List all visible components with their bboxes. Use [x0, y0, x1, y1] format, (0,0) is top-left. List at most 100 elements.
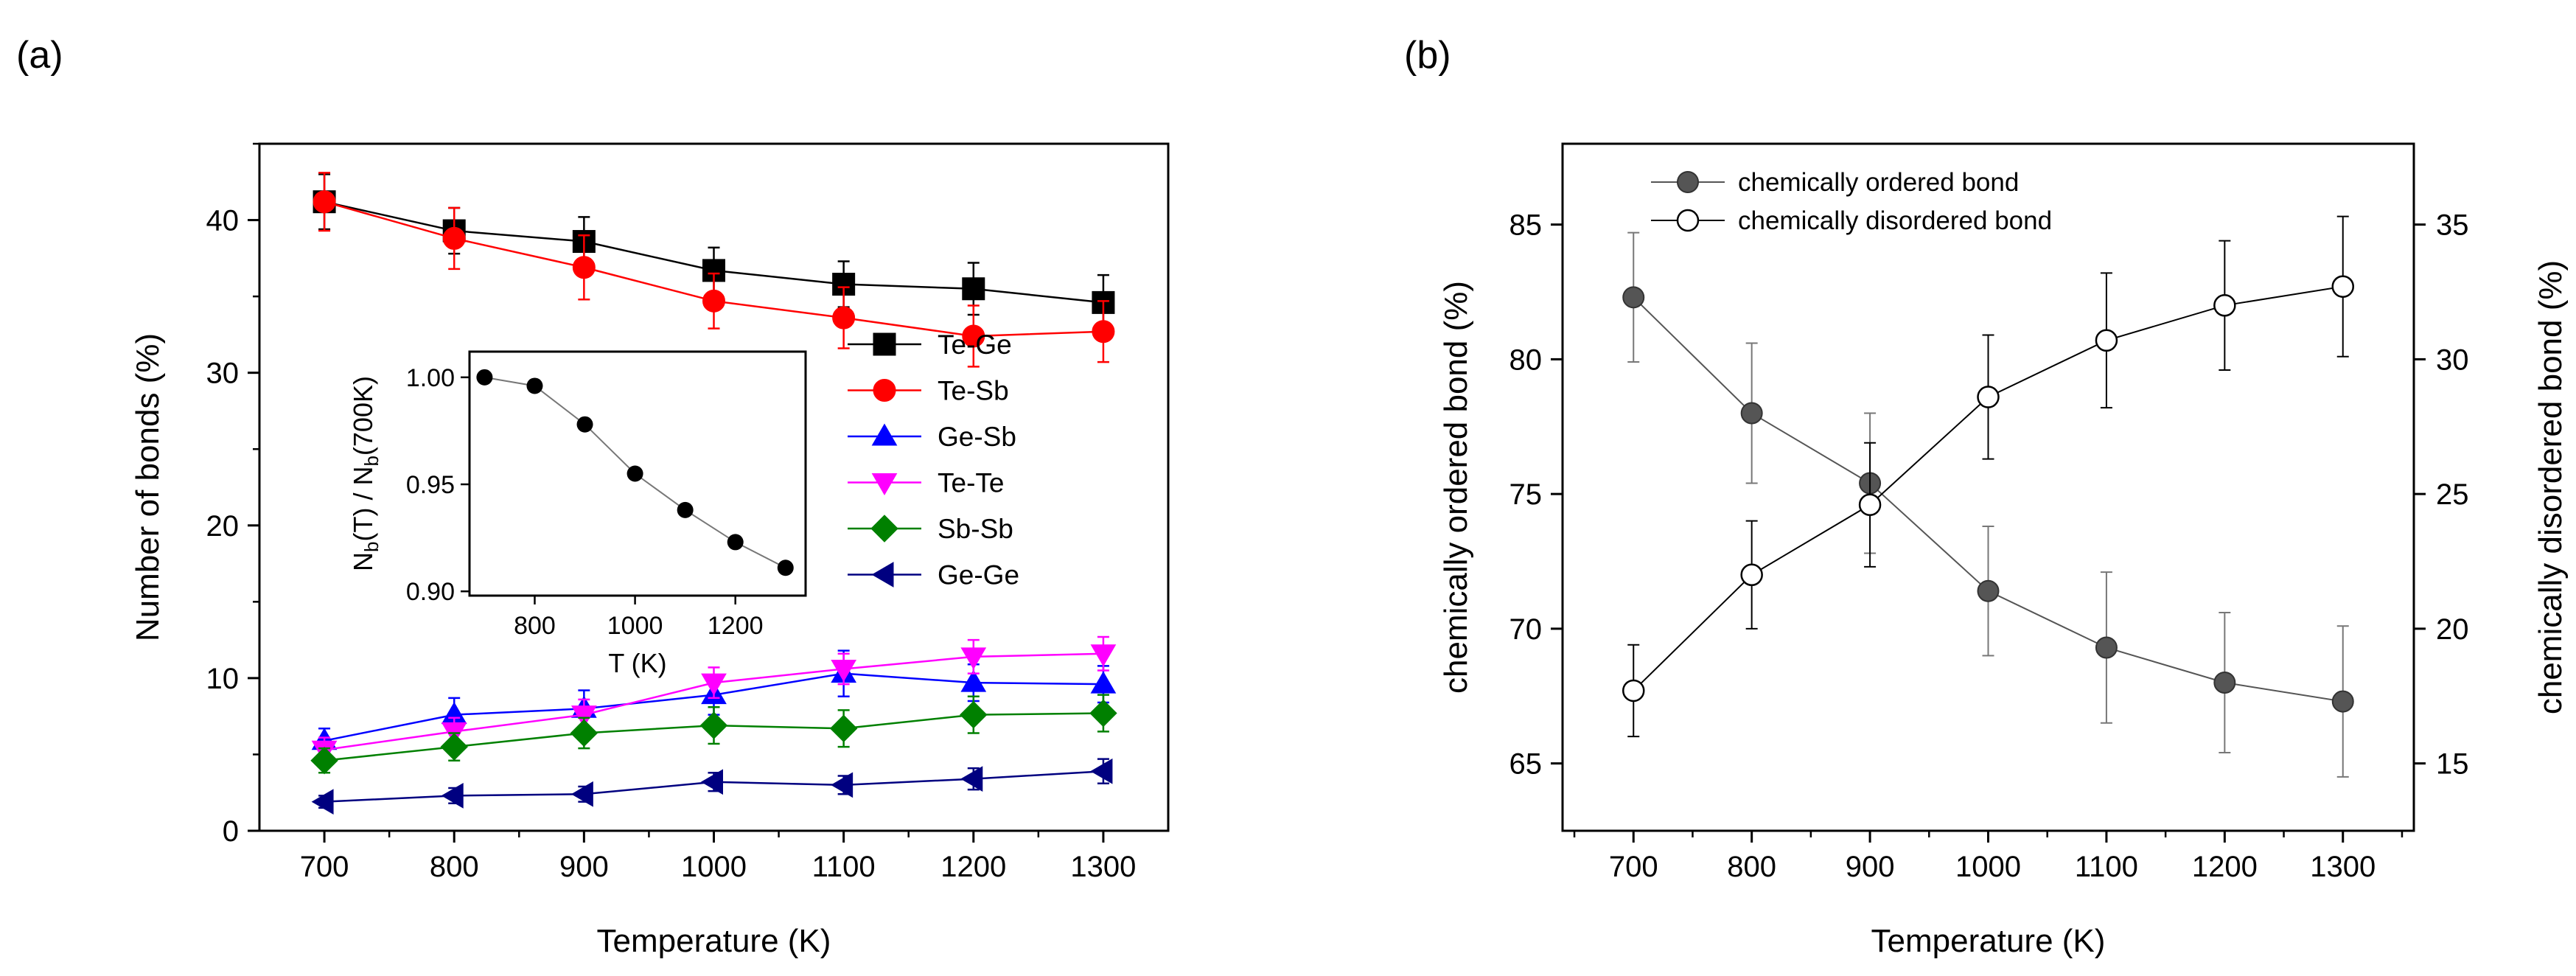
y-left-tick-label: 75	[1509, 478, 1543, 511]
data-point-te-sb	[313, 190, 336, 214]
data-point-te-sb	[702, 289, 725, 313]
inset-data-point	[576, 416, 593, 433]
series-te-sb	[313, 172, 1115, 368]
x-tick-label: 1200	[2192, 851, 2258, 883]
y-right-tick-label: 35	[2436, 209, 2469, 242]
data-point-sb-sb	[699, 711, 728, 739]
x-tick-label: 700	[1609, 851, 1658, 883]
y-left-tick-label: 85	[1509, 209, 1543, 242]
series-sb-sb	[310, 694, 1117, 775]
legend-label-ordered: chemically ordered bond	[1738, 168, 2019, 197]
data-point-disordered	[1977, 386, 2000, 408]
x-tick-label: 700	[300, 851, 349, 883]
y-axis-right-label: chemically disordered bond (%)	[2533, 260, 2569, 714]
x-tick-label: 1000	[681, 851, 747, 883]
inset-y-label-subscript: b	[360, 456, 383, 466]
inset-y-tick-label: 0.95	[406, 471, 455, 499]
data-point-disordered	[1740, 563, 1763, 587]
data-point-ordered	[1740, 402, 1763, 425]
data-point-disordered	[1622, 679, 1645, 703]
data-point-disordered	[2095, 329, 2118, 352]
inset-data-point	[626, 465, 643, 482]
y-tick-label: 0	[223, 815, 239, 848]
x-tick-label: 800	[430, 851, 479, 883]
inset-y-label-part: (T) / N	[348, 467, 378, 542]
data-point-ge-ge	[831, 772, 854, 798]
inset-x-label: T (K)	[608, 648, 666, 678]
data-point-sb-sb	[829, 714, 858, 742]
y-axis-label: Number of bonds (%)	[130, 333, 166, 641]
data-point-te-te	[960, 647, 987, 670]
x-tick-label: 800	[1727, 851, 1776, 883]
x-tick-label: 1100	[812, 851, 876, 883]
y-left-tick-label: 80	[1509, 344, 1543, 376]
panel-a-chart: 700 800 900 1000 1100 1200 1300 0 10 20 30 40 Temper…	[130, 142, 1170, 959]
inset-y-label: Nb(T) / Nb(700K)	[348, 376, 383, 571]
data-point-sb-sb	[310, 747, 338, 775]
inset-x-tick-label: 1000	[607, 612, 663, 640]
y-right-tick-label: 20	[2436, 613, 2469, 646]
x-tick-label: 1100	[2075, 851, 2138, 883]
data-point-te-ge	[962, 277, 985, 301]
panel-b-chart: 700 800 900 1000 1100 1200 1300 65 70 75 80 85 15 20 2…	[1438, 142, 2569, 959]
data-point-ordered	[1622, 286, 1645, 309]
data-point-sb-sb	[570, 719, 598, 747]
data-point-disordered	[1858, 493, 1882, 517]
inset-chart: 800 1000 1200 0.90 0.95 1.00 T (K) Nb(T) / Nb(7…	[348, 350, 807, 678]
y-tick-label: 40	[206, 205, 240, 237]
y-right-tick-label: 25	[2436, 478, 2469, 511]
data-point-te-te	[570, 705, 597, 728]
data-point-ge-ge	[441, 782, 464, 809]
inset-y-label-part: N	[348, 552, 378, 571]
data-point-te-te	[1090, 644, 1117, 667]
data-point-te-sb	[962, 324, 985, 348]
inset-y-tick-label: 1.00	[406, 364, 455, 392]
panel-b-label: (b)	[1404, 34, 1451, 77]
inset-y-tick-label: 0.90	[406, 578, 455, 606]
legend-marker-sb-sb	[870, 515, 898, 543]
legend: Te-Ge Te-Sb Ge-Sb Te-Te Sb-Sb Ge-Ge	[848, 330, 1019, 590]
legend-marker-te-ge	[873, 332, 896, 356]
data-point-ordered	[1977, 579, 2000, 602]
data-point-te-sb	[1092, 320, 1115, 344]
data-point-ge-ge	[570, 781, 593, 807]
data-point-ge-sb	[1090, 671, 1117, 694]
legend-label-te-ge: Te-Ge	[938, 330, 1012, 360]
data-point-sb-sb	[1089, 699, 1117, 728]
panel-a-label: (a)	[16, 34, 63, 77]
x-axis-label: Temperature (K)	[1871, 923, 2106, 959]
legend-label-disordered: chemically disordered bond	[1738, 206, 2052, 235]
inset-x-tick-label: 1200	[708, 612, 764, 640]
x-tick-label: 1300	[1070, 851, 1136, 883]
data-point-ge-ge	[960, 766, 983, 792]
y-right-tick-label: 30	[2436, 344, 2469, 376]
y-tick-label: 20	[206, 510, 240, 543]
inset-y-label-subscript: b	[360, 542, 383, 552]
legend-marker-te-te	[871, 473, 898, 495]
inset-data-point	[476, 369, 493, 386]
inset-data-point	[677, 501, 694, 518]
y-left-tick-label: 65	[1509, 748, 1543, 781]
data-point-ge-sb	[960, 669, 987, 692]
series-ordered	[1622, 231, 2354, 778]
x-tick-label: 900	[1846, 851, 1895, 883]
legend-marker-disordered	[1676, 209, 1700, 232]
data-point-sb-sb	[440, 733, 468, 761]
data-point-ge-ge	[311, 789, 334, 815]
data-point-disordered	[2331, 275, 2354, 298]
data-point-ordered	[2331, 690, 2354, 713]
data-point-te-sb	[572, 256, 596, 279]
legend-label-te-te: Te-Te	[938, 468, 1004, 498]
data-point-ge-ge	[701, 769, 723, 795]
inset-data-point	[727, 534, 744, 551]
inset-x-tick-label: 800	[514, 612, 556, 640]
data-point-ordered	[2095, 636, 2118, 659]
series-disordered	[1622, 215, 2354, 738]
y-axis-left-label: chemically ordered bond (%)	[1438, 281, 1474, 694]
data-point-te-te	[831, 659, 857, 682]
data-point-disordered	[2213, 294, 2236, 317]
legend: chemically ordered bond chemically disord…	[1651, 168, 2052, 235]
data-point-te-te	[701, 673, 727, 696]
y-tick-label: 30	[206, 358, 240, 390]
